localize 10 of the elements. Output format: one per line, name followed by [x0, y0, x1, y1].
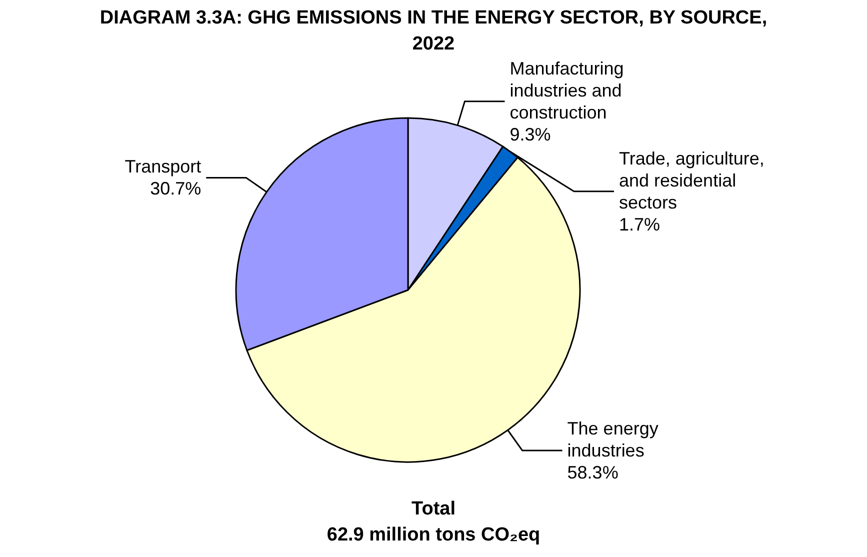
chart-title: DIAGRAM 3.3A: GHG EMISSIONS IN THE ENERGY SECTOR, BY SOURCE, 2022 [100, 8, 768, 54]
data-label: 30.7% [150, 178, 202, 199]
slice-label: Manufacturing industries and construction [510, 58, 624, 122]
text: Total 62.9 million tons CO₂eq [326, 498, 540, 546]
data-label: 58.3% [567, 462, 618, 482]
data-label: 1.7% [618, 214, 660, 234]
data-label: 9.3% [510, 124, 551, 144]
slice-label: The energy industries [567, 418, 658, 460]
slice-label: Transport [124, 156, 202, 177]
slice-label: Trade, agriculture, and residential sectors [618, 148, 764, 212]
